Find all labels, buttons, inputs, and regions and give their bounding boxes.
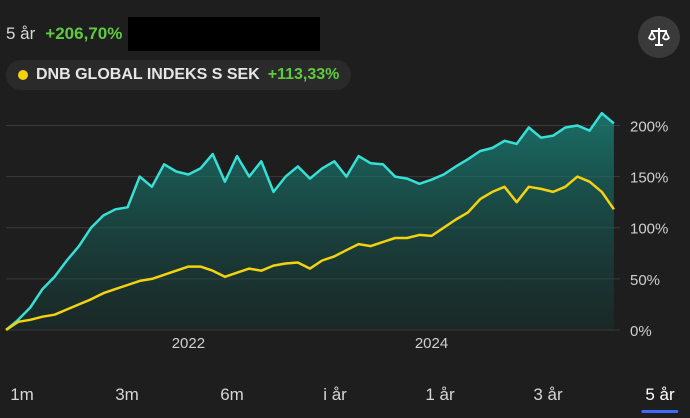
- performance-chart[interactable]: 0% 50% 100% 150% 200% 2022 2024: [0, 0, 690, 380]
- range-option-1-år[interactable]: 1 år: [425, 385, 455, 404]
- y-tick-label: 100%: [630, 221, 668, 238]
- range-option-3m[interactable]: 3m: [115, 385, 139, 404]
- period-label: 5 år: [6, 24, 36, 43]
- total-gain: +206,70%: [45, 24, 123, 43]
- range-option-5-år[interactable]: 5 år: [641, 385, 679, 413]
- header-row: 5 år +206,70%: [6, 17, 321, 51]
- active-range-indicator: [641, 410, 679, 413]
- fund-series-line: [5, 175, 615, 332]
- fund-gain: +113,33%: [267, 66, 340, 83]
- fund-legend-pill[interactable]: DNB GLOBAL INDEKS S SEK +113,33%: [6, 60, 352, 90]
- fund-name: DNB GLOBAL INDEKS S SEK: [36, 66, 260, 83]
- scale-icon: [648, 28, 670, 46]
- range-option-1m[interactable]: 1m: [10, 385, 34, 404]
- x-tick-label: 2024: [415, 335, 448, 352]
- range-option-6m[interactable]: 6m: [220, 385, 244, 404]
- fund-color-dot: [18, 70, 28, 80]
- compare-button[interactable]: [638, 16, 680, 58]
- redacted-area: [128, 17, 321, 51]
- range-option-3-år[interactable]: 3 år: [533, 385, 563, 404]
- range-selector: 1m 3m 6m i år 1 år 3 år 5 år: [0, 385, 690, 413]
- main-series-line: [5, 111, 615, 331]
- range-option-i-år[interactable]: i år: [323, 385, 347, 404]
- y-tick-label: 200%: [630, 118, 668, 135]
- y-tick-label: 150%: [630, 170, 668, 187]
- x-tick-label: 2022: [172, 335, 205, 352]
- y-tick-label: 50%: [630, 272, 660, 289]
- y-tick-label: 0%: [630, 323, 652, 340]
